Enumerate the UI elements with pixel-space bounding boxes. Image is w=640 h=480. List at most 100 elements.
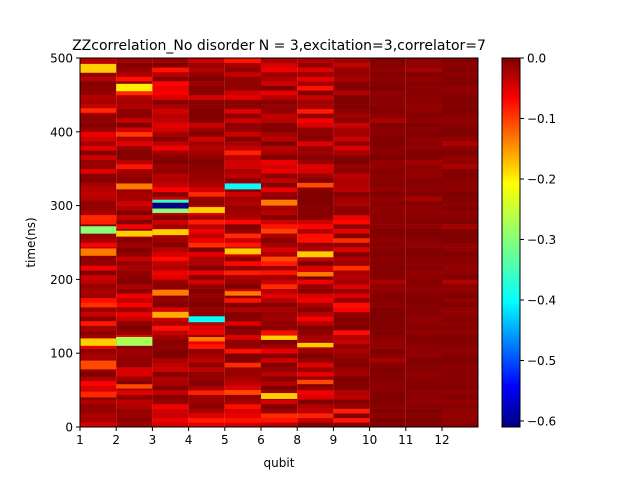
heatmap-cell (116, 293, 153, 299)
heatmap-cell (261, 85, 298, 91)
heatmap-cell (442, 136, 478, 142)
heatmap-cell (442, 173, 478, 179)
heatmap-cell (116, 260, 153, 266)
heatmap-cell (224, 173, 261, 179)
heatmap-cell (333, 348, 370, 354)
heatmap-cell (261, 113, 298, 119)
plot-frame (79, 57, 479, 428)
heatmap-cell (188, 150, 225, 156)
heatmap-cell (188, 242, 225, 248)
heatmap-cell (188, 99, 225, 105)
heatmap-cell (442, 399, 478, 405)
heatmap-cell (261, 90, 298, 96)
heatmap-cell (442, 311, 478, 317)
heatmap-cell (297, 210, 334, 216)
heatmap-cell (442, 316, 478, 322)
heatmap-cell (369, 85, 406, 91)
heatmap-cell (369, 343, 406, 349)
heatmap-cell (80, 71, 117, 77)
heatmap-cell (297, 403, 334, 409)
heatmap-cell (80, 343, 117, 349)
heatmap-cell (152, 339, 189, 345)
heatmap-feature (116, 183, 153, 190)
heatmap-cell (405, 297, 442, 303)
heatmap-cell (369, 403, 406, 409)
heatmap-cell (261, 339, 298, 345)
heatmap-cell (116, 196, 153, 202)
heatmap-cell (369, 279, 406, 285)
heatmap-cell (333, 297, 370, 303)
heatmap-cell (333, 168, 370, 174)
heatmap-cell (297, 417, 334, 423)
heatmap-cell (405, 256, 442, 262)
heatmap-cell (188, 200, 225, 206)
heatmap-cell (152, 150, 189, 156)
heatmap-cell (116, 270, 153, 276)
heatmap-cell (224, 297, 261, 303)
x-tick-label: 5 (221, 433, 229, 447)
heatmap-cell (152, 233, 189, 239)
heatmap-cell (152, 127, 189, 133)
heatmap-cell (333, 154, 370, 160)
heatmap-cell (442, 380, 478, 386)
heatmap-cell (442, 343, 478, 349)
heatmap-cell (333, 288, 370, 294)
heatmap-cell (224, 380, 261, 386)
heatmap-cell (297, 67, 334, 73)
heatmap-cell (405, 357, 442, 363)
heatmap-cell (188, 417, 225, 423)
heatmap-cell (224, 224, 261, 229)
heatmap-cell (369, 150, 406, 156)
heatmap-feature (80, 360, 117, 370)
heatmap-cell (116, 67, 153, 73)
heatmap-cell (333, 237, 370, 243)
heatmap-cell (405, 182, 442, 188)
x-tick-label: 9 (330, 433, 338, 447)
x-axis-ticks: 1 2 3 4 5 6 8 9 10 11 12 (76, 427, 450, 447)
heatmap-cell (188, 343, 225, 349)
heatmap-cell (369, 108, 406, 114)
heatmap-cell (188, 362, 225, 368)
heatmap-cell (297, 307, 334, 312)
heatmap-cell (116, 168, 153, 174)
heatmap-cell (333, 417, 370, 423)
heatmap-cell (224, 168, 261, 174)
heatmap-cell (80, 293, 117, 299)
heatmap-cell (333, 228, 370, 234)
heatmap-cell (333, 284, 370, 289)
heatmap-cell (369, 104, 406, 110)
heatmap-cell (116, 237, 153, 243)
heatmap-cell (116, 343, 153, 349)
heatmap-cell (333, 307, 370, 312)
heatmap-cell (188, 187, 225, 193)
heatmap-cell (442, 90, 478, 96)
heatmap-feature (152, 289, 189, 296)
heatmap-cell (116, 367, 153, 372)
heatmap-cell (80, 357, 117, 363)
heatmap-cell (405, 403, 442, 409)
heatmap-cell (224, 256, 261, 262)
heatmap-cell (80, 325, 117, 331)
heatmap-cell (188, 85, 225, 91)
heatmap-cell (224, 422, 261, 428)
heatmap-cell (152, 122, 189, 128)
x-tick-label: 11 (398, 433, 413, 447)
heatmap-cell (116, 141, 153, 146)
heatmap-cell (261, 417, 298, 423)
heatmap-cell (369, 293, 406, 299)
heatmap-cell (116, 265, 153, 271)
heatmap-cell (261, 371, 298, 377)
heatmap-cell (297, 127, 334, 133)
heatmap-cell (297, 182, 334, 188)
heatmap-cell (442, 270, 478, 276)
heatmap-cell (333, 113, 370, 119)
heatmap-cell (261, 228, 298, 234)
heatmap-cell (188, 113, 225, 119)
heatmap-cell (152, 417, 189, 423)
heatmap-cell (224, 127, 261, 133)
heatmap-cell (224, 104, 261, 110)
heatmap-cell (442, 284, 478, 289)
heatmap-cell (224, 141, 261, 146)
heatmap-cell (224, 187, 261, 193)
heatmap-cell (369, 196, 406, 202)
